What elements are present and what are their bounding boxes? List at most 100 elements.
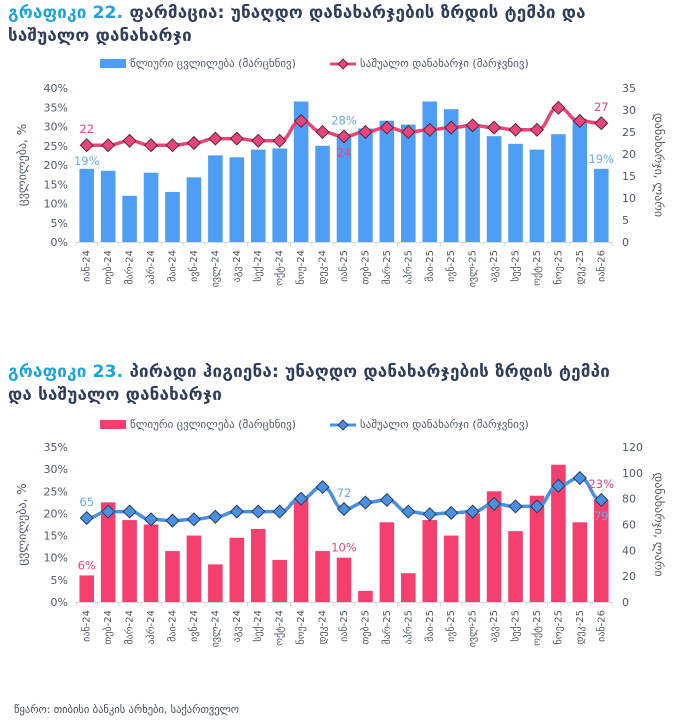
line-marker [422, 507, 437, 522]
line-data-label: 27 [594, 100, 609, 114]
legend-bar-label: წლიური ცვლილება (მარცხნივ) [130, 418, 296, 431]
line-marker [379, 120, 394, 135]
y2-tick-label: 0 [622, 596, 629, 609]
x-tick-label: ოქტ-24 [274, 610, 286, 646]
line-marker [165, 513, 180, 528]
line-marker [143, 138, 159, 153]
x-tick-label: დეკ-25 [575, 610, 586, 645]
line-data-label: 72 [337, 486, 352, 500]
x-tick-label: თებ-24 [102, 610, 114, 645]
source-note: წყარო: თიბისი ბანკის არხები, საქართველო [14, 704, 240, 716]
line-marker [251, 133, 266, 148]
x-tick-label: სექ-25 [510, 250, 522, 282]
bar [422, 101, 438, 242]
line-marker [122, 504, 137, 519]
bar [143, 524, 159, 602]
y2-tick-label: 15 [622, 170, 636, 183]
y-tick-label: 30% [44, 463, 68, 476]
y-tick-label: 20% [44, 507, 68, 520]
line-data-label: 24 [337, 145, 352, 159]
x-tick-label: სექ-25 [510, 610, 522, 642]
legend-item-line: საშუალო დანახარჯი (მარჯვნივ) [330, 418, 529, 431]
y-tick-label: 5% [51, 574, 68, 587]
bar [229, 157, 245, 242]
bar [379, 522, 395, 602]
x-tick-label: მაი-25 [424, 250, 436, 282]
y2-tick-label: 20 [622, 148, 636, 161]
bar [401, 124, 416, 242]
bar [272, 559, 287, 602]
y2-tick-label: 25 [622, 126, 636, 139]
y-axis-title: ცვლილება, % [15, 483, 29, 565]
bar [250, 149, 266, 242]
chart-22-plot: 0% 5% 10% 15% 20% 25% 30% 35% 40% 0 5 10 15 20 25 30 35 ც… [15, 82, 666, 287]
line-marker [529, 499, 545, 514]
x-tick-label: ოქტ-25 [531, 610, 543, 646]
line-marker [294, 113, 309, 129]
y2-tick-label: 100 [622, 467, 643, 480]
x-tick-label: ივნ-25 [445, 250, 457, 282]
x-tick-label: ოქტ-25 [531, 250, 543, 286]
chart-22-legend: წლიური ცვლილება (მარცხნივ) საშუალო დანახ… [0, 57, 677, 73]
y-tick-label: 10% [44, 198, 68, 211]
bar [186, 177, 202, 242]
x-tick-label: თებ-25 [359, 250, 371, 285]
bar [465, 124, 480, 242]
bar-data-label: 10% [331, 541, 357, 555]
y2-tick-label: 0 [622, 236, 629, 249]
bar [379, 120, 395, 242]
line-marker [336, 501, 352, 517]
bar [165, 191, 180, 242]
legend-item-bars: წლიური ცვლილება (მარცხნივ) [100, 57, 296, 70]
bar [551, 464, 566, 602]
bar [293, 101, 309, 242]
x-tick-label: მარ-25 [381, 610, 393, 645]
bar-data-label: 6% [78, 558, 96, 572]
x-tick-label: ივლ-25 [468, 250, 479, 287]
x-tick-label: მაი-25 [424, 610, 436, 642]
legend-line-label: საშუალო დანახარჯი (მარჯვნივ) [360, 57, 529, 70]
chart-23-title: გრაფიკი 23. პირადი ჰიგიენა: უნაღდო დანახ… [8, 361, 610, 407]
legend-bar-swatch [100, 420, 126, 429]
bar [443, 109, 459, 242]
line-marker [208, 131, 223, 146]
bar [100, 170, 116, 242]
bar-data-label: 19% [588, 152, 614, 166]
x-tick-label: ივნ-25 [445, 610, 457, 642]
bar [336, 134, 352, 242]
x-tick-label: აპრ-25 [402, 610, 414, 644]
x-tick-label: ნოე-24 [295, 250, 307, 285]
x-tick-label: აგვ-25 [489, 250, 500, 282]
bar [100, 502, 116, 602]
line-marker [101, 504, 116, 519]
bar [486, 491, 502, 602]
x-tick-label: მაი-24 [166, 610, 178, 642]
line-marker [79, 138, 94, 153]
bar [186, 535, 202, 602]
x-tick-label: აგვ-24 [232, 610, 243, 642]
line-data-label: 79 [594, 509, 609, 523]
chart-23-plot: 0% 5% 10% 15% 20% 25% 30% 35% 0 20 40 60 80 100 120 ცვლ… [15, 441, 666, 647]
x-tick-label: ივნ-24 [188, 610, 200, 642]
bar [143, 172, 159, 242]
bar [122, 520, 137, 602]
bar [529, 495, 545, 602]
line-marker [465, 118, 480, 133]
line-marker [444, 120, 459, 135]
x-tick-label: ივნ-24 [188, 250, 200, 282]
line-data-label: 22 [79, 122, 94, 136]
x-tick-label: იან-26 [595, 250, 607, 282]
bar [293, 497, 309, 602]
bar [486, 136, 502, 242]
y2-tick-label: 40 [622, 544, 636, 557]
bar [79, 575, 95, 602]
legend-line-swatch-icon [330, 418, 356, 431]
line-marker [336, 129, 352, 144]
y-tick-label: 15% [44, 530, 68, 543]
line-marker [79, 510, 94, 526]
x-tick-label: აპრ-24 [145, 610, 157, 644]
line-marker [572, 470, 587, 486]
bar [465, 513, 480, 602]
x-tick-label: თებ-24 [102, 250, 114, 285]
bar [315, 145, 330, 242]
